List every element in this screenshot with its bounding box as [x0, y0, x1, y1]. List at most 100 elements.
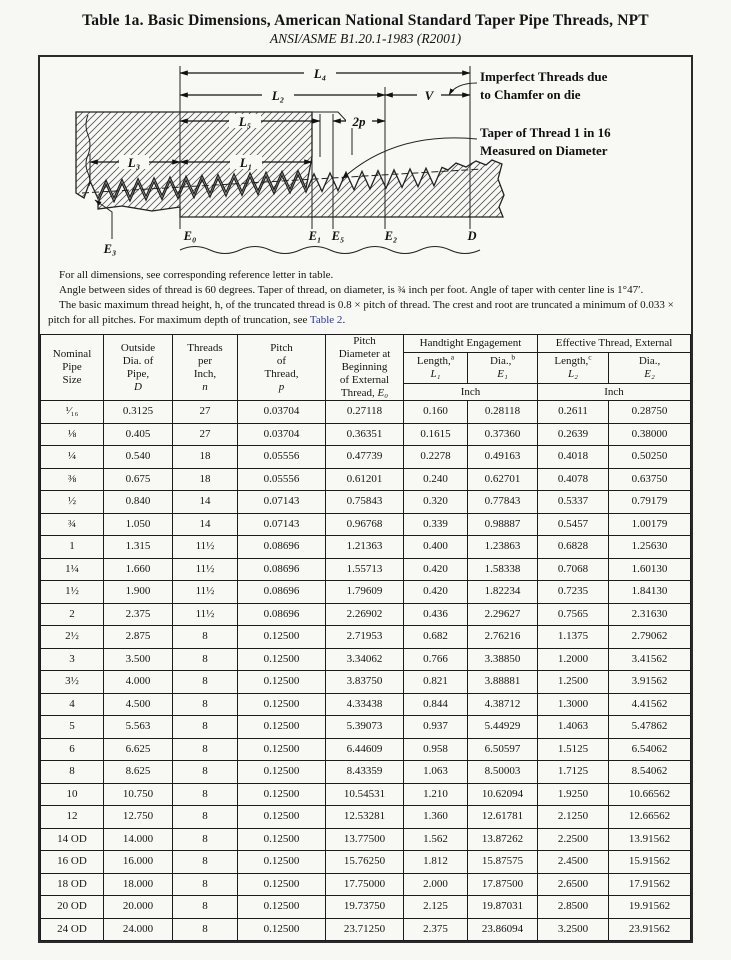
- table-cell: 0.5337: [537, 490, 610, 514]
- table-cell: 8: [172, 760, 238, 784]
- table-cell: 0.38000: [608, 422, 691, 447]
- table-cell: 0.339: [403, 512, 468, 537]
- table-cell: 18.000: [103, 872, 173, 897]
- table-row: 16 OD 16.000 8 0.12500 15.76250 1.812 15.87575…: [40, 850, 691, 874]
- table-cell: 1.3000: [537, 692, 610, 717]
- table-cell: ¼: [40, 445, 104, 469]
- table-cell: 0.937: [403, 715, 468, 739]
- note-2-text: Angle between sides of thread is 60 degr…: [59, 283, 644, 296]
- table-cell: 2.125: [403, 895, 468, 919]
- table-cell: 0.2611: [537, 400, 610, 424]
- table-row: 5 5.563 8 0.12500 5.39073 0.937 5.44929 1.4063 5…: [40, 715, 691, 739]
- table-cell: 2.6500: [537, 872, 610, 897]
- table-cell: 0.420: [403, 580, 468, 604]
- table-cell: 2.1250: [537, 805, 610, 829]
- table-cell: 0.47739: [325, 445, 404, 469]
- table-cell: 5.39073: [325, 715, 404, 739]
- notes-block: For all dimensions, see corresponding re…: [40, 263, 691, 334]
- table-cell: 6: [40, 737, 104, 762]
- col-header-length-L2: Length,c L₂: [537, 352, 610, 385]
- table-cell: 10.66562: [608, 782, 691, 807]
- table-row: 18 OD 18.000 8 0.12500 17.75000 2.000 17.87500…: [40, 872, 691, 897]
- table-cell: 1.25630: [608, 535, 691, 559]
- table-cell: 1.900: [103, 580, 173, 604]
- table-cell: 8: [172, 715, 238, 739]
- table-cell: 0.12500: [237, 692, 326, 717]
- table-cell: 0.37360: [466, 422, 539, 447]
- table-cell: 2.375: [403, 917, 468, 942]
- die-block: [75, 111, 313, 201]
- annotation-imperfect-threads-line1: Imperfect Threads due: [480, 69, 608, 84]
- table-cell: 1.562: [403, 827, 468, 852]
- break-line-bottom: [179, 246, 481, 254]
- break-line-left: [85, 114, 91, 187]
- table-cell: 8.43359: [325, 760, 404, 784]
- ref-label-E1: E₁: [308, 229, 322, 243]
- table-cell: 0.98887: [466, 512, 539, 537]
- table-cell: 8: [172, 670, 238, 694]
- table-cell: 11½: [172, 580, 238, 604]
- table-row: 6 6.625 8 0.12500 6.44609 0.958 6.50597 1.5125 6…: [40, 737, 691, 762]
- table-cell: 5.44929: [466, 715, 539, 739]
- table-cell: 3.41562: [608, 647, 691, 672]
- table-cell: 0.08696: [237, 580, 326, 604]
- table-cell: 1: [40, 535, 104, 559]
- document-subtitle: ANSI/ASME B1.20.1-1983 (R2001): [269, 31, 462, 46]
- table-cell: 5: [40, 715, 104, 739]
- col-header-length-L1: Length,a L₁: [403, 352, 468, 385]
- table-cell: 5.47862: [608, 715, 691, 739]
- table-cell: 0.160: [403, 400, 468, 424]
- table-cell: 0.405: [103, 422, 173, 447]
- table-cell: 14: [172, 512, 238, 537]
- table-2-link[interactable]: Table 2: [309, 313, 343, 326]
- table-cell: 2.2500: [537, 827, 610, 852]
- table-cell: 0.2639: [537, 422, 610, 447]
- table-cell: 0.12500: [237, 895, 326, 919]
- table-cell: 1.5125: [537, 737, 610, 762]
- col-header-nominal-pipe-size: Nominal Pipe Size: [40, 334, 104, 402]
- table-row: 2 2.375 11½ 0.08696 2.26902 0.436 2.29627 0.756…: [40, 602, 691, 627]
- table-cell: 0.7068: [537, 557, 610, 582]
- table-cell: 0.4078: [537, 467, 610, 492]
- table-cell: 2.79062: [608, 625, 691, 649]
- table-cell: 0.4018: [537, 445, 610, 469]
- table-cell: 1.360: [403, 805, 468, 829]
- dim-label-L2: L₂: [271, 88, 284, 103]
- note-3-text: The basic maximum thread height, h, of t…: [48, 298, 674, 326]
- table-row: 10 10.750 8 0.12500 10.54531 1.210 10.62094 1.9…: [40, 782, 691, 807]
- leader-taper: [341, 137, 478, 180]
- table-cell: 23.91562: [608, 917, 691, 942]
- table-cell: 4.33438: [325, 692, 404, 717]
- group-header-effective-thread: Effective Thread, External: [537, 334, 691, 354]
- table-cell: 0.07143: [237, 512, 326, 537]
- table-cell: 0.05556: [237, 467, 326, 492]
- table-row: 1 1.315 11½ 0.08696 1.21363 0.400 1.23863 0.682…: [40, 535, 691, 559]
- table-cell: 0.12500: [237, 670, 326, 694]
- table-cell: 4.500: [103, 692, 173, 717]
- table-cell: 0.12500: [237, 850, 326, 874]
- table-cell: 19.91562: [608, 895, 691, 919]
- table-row: 14 OD 14.000 8 0.12500 13.77500 1.562 13.87262…: [40, 827, 691, 852]
- ref-label-E2: E₂: [384, 229, 398, 243]
- table-cell: 0.12500: [237, 737, 326, 762]
- table-cell: 20.000: [103, 895, 173, 919]
- note-1-text: For all dimensions, see corresponding re…: [59, 269, 334, 281]
- table-cell: 0.28750: [608, 400, 691, 424]
- table-cell: ¾: [40, 512, 104, 537]
- table-cell: 2.26902: [325, 602, 404, 627]
- table-row: ⅜ 0.675 18 0.05556 0.61201 0.240 0.62701 0.4078…: [40, 467, 691, 492]
- table-cell: 0.36351: [325, 422, 404, 447]
- table-cell: 8: [172, 827, 238, 852]
- note-3-period: .: [342, 313, 346, 326]
- table-cell: 15.87575: [466, 850, 539, 874]
- table-cell: 3.34062: [325, 647, 404, 672]
- dimensions-table: Nominal Pipe Size Outside Dia. of Pipe, …: [40, 334, 691, 942]
- table-cell: 1.58338: [466, 557, 539, 582]
- dim-label-L1: L₁: [239, 155, 252, 170]
- table-body: ¹⁄₁₆ 0.3125 27 0.03704 0.27118 0.160 0.28118 0.…: [40, 400, 691, 942]
- table-cell: 1.84130: [608, 580, 691, 604]
- table-cell: 0.12500: [237, 827, 326, 852]
- table-cell: 4.000: [103, 670, 173, 694]
- table-cell: 0.7565: [537, 602, 610, 627]
